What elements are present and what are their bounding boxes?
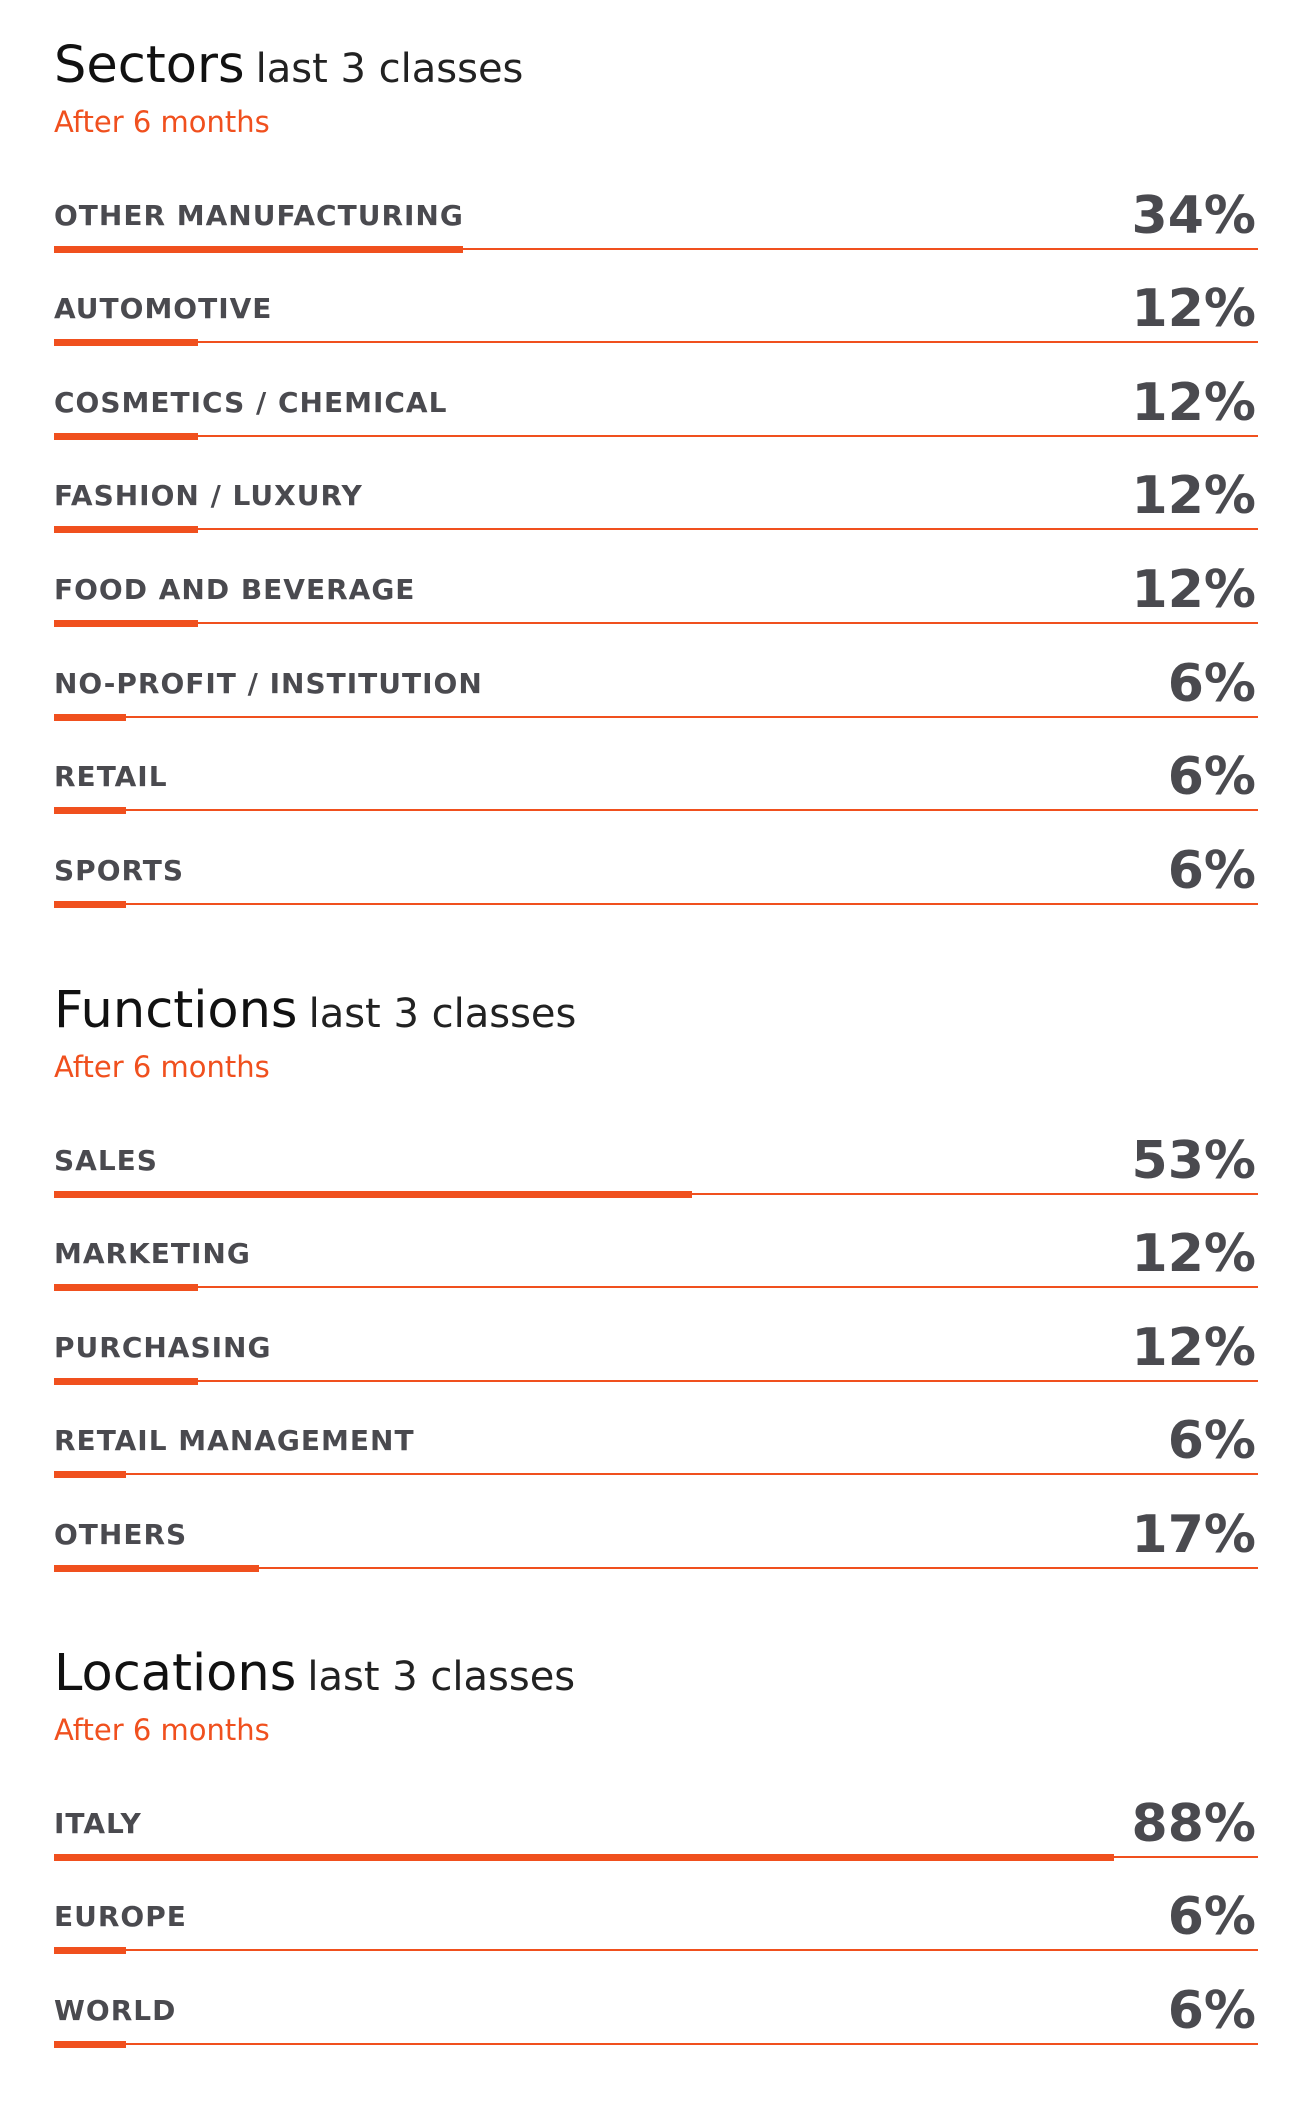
locations-title-sub: last 3 classes: [307, 1654, 576, 1700]
bar-label: SALES: [54, 1143, 158, 1177]
bar-row: PURCHASING 12%: [54, 1288, 1258, 1385]
bar-baseline: [54, 1379, 1258, 1382]
locations-title-main: Locations: [54, 1644, 297, 1703]
bar-row: RETAIL 6%: [54, 718, 1258, 815]
bar-fill: [54, 1190, 693, 1198]
bar-value-label: 6%: [1167, 653, 1256, 714]
bar-label: ITALY: [54, 1806, 142, 1840]
sectors-header: Sectors last 3 classes After 6 months: [54, 40, 1258, 156]
bar-baseline: [54, 1286, 1258, 1289]
bar-label: MARKETING: [54, 1237, 251, 1271]
bar-label: RETAIL: [54, 760, 168, 794]
sectors-title-sub: last 3 classes: [255, 46, 524, 92]
bar-fill: [54, 713, 127, 721]
sectors-title: Sectors last 3 classes: [54, 40, 523, 91]
bar-baseline: [54, 434, 1258, 437]
bar-label: COSMETICS / CHEMICAL: [54, 385, 448, 419]
bar-row: RETAIL MANAGEMENT 6%: [54, 1382, 1258, 1479]
bar-fill: [54, 339, 199, 347]
locations-header: Locations last 3 classes After 6 months: [54, 1648, 1258, 1764]
bar-baseline: [54, 621, 1258, 624]
functions-rows: SALES 53% MARKETING 12% PURCHASING 12% RETAIL …: [54, 1101, 1258, 1572]
bar-fill: [54, 526, 199, 534]
sectors-rows: OTHER MANUFACTURING 34% AUTOMOTIVE 12% COSME…: [54, 156, 1258, 908]
bar-value-label: 17%: [1131, 1504, 1256, 1565]
bar-value-label: 12%: [1131, 466, 1256, 527]
bar-row: OTHERS 17%: [54, 1475, 1258, 1572]
bar-row: ITALY 88%: [54, 1764, 1258, 1861]
locations-rows: ITALY 88% EUROPE 6% WORLD 6%: [54, 1764, 1258, 2048]
bar-baseline: [54, 1949, 1258, 1952]
bar-row: EUROPE 6%: [54, 1858, 1258, 1955]
bar-baseline: [54, 528, 1258, 531]
locations-section: Locations last 3 classes After 6 months …: [54, 1648, 1258, 2048]
locations-note: After 6 months: [54, 1713, 270, 1747]
bar-value-label: 6%: [1167, 840, 1256, 901]
bar-baseline: [54, 715, 1258, 718]
bar-fill: [54, 619, 199, 627]
bar-value-label: 12%: [1131, 1224, 1256, 1285]
bar-baseline: [54, 247, 1258, 250]
bar-label: FASHION / LUXURY: [54, 479, 363, 513]
bar-row: NO-PROFIT / INSTITUTION 6%: [54, 624, 1258, 721]
functions-note: After 6 months: [54, 1050, 270, 1084]
bar-row: SALES 53%: [54, 1101, 1258, 1198]
bar-value-label: 6%: [1167, 1980, 1256, 2041]
bar-label: RETAIL MANAGEMENT: [54, 1424, 415, 1458]
bar-value-label: 12%: [1131, 559, 1256, 620]
bar-label: OTHER MANUFACTURING: [54, 198, 464, 232]
bar-value-label: 53%: [1131, 1130, 1256, 1191]
sectors-note: After 6 months: [54, 105, 270, 139]
bar-label: AUTOMOTIVE: [54, 292, 273, 326]
bar-row: COSMETICS / CHEMICAL 12%: [54, 343, 1258, 440]
bar-fill: [54, 1947, 127, 1955]
bar-fill: [54, 1853, 1114, 1861]
locations-title: Locations last 3 classes: [54, 1648, 575, 1699]
bar-baseline: [54, 1566, 1258, 1569]
bar-fill: [54, 1564, 259, 1572]
sectors-section: Sectors last 3 classes After 6 months OT…: [54, 40, 1258, 908]
bar-label: WORLD: [54, 1993, 177, 2027]
bar-baseline: [54, 341, 1258, 344]
bar-label: OTHERS: [54, 1517, 188, 1551]
bar-fill: [54, 2040, 127, 2048]
bar-label: EUROPE: [54, 1900, 187, 1934]
bar-fill: [54, 807, 127, 815]
bar-fill: [54, 432, 199, 440]
bar-baseline: [54, 1473, 1258, 1476]
bar-value-label: 6%: [1167, 747, 1256, 808]
bar-fill: [54, 1377, 199, 1385]
bar-value-label: 12%: [1131, 279, 1256, 340]
bar-value-label: 6%: [1167, 1411, 1256, 1472]
bar-baseline: [54, 902, 1258, 905]
bar-label: SPORTS: [54, 853, 185, 887]
bar-fill: [54, 900, 127, 908]
bar-fill: [54, 1284, 199, 1292]
bar-value-label: 88%: [1131, 1793, 1256, 1854]
bar-value-label: 6%: [1167, 1887, 1256, 1948]
functions-title-main: Functions: [54, 981, 298, 1040]
bar-row: SPORTS 6%: [54, 811, 1258, 908]
bar-row: WORLD 6%: [54, 1951, 1258, 2048]
bar-row: FOOD AND BEVERAGE 12%: [54, 530, 1258, 627]
bar-fill: [54, 245, 464, 253]
functions-title-sub: last 3 classes: [308, 991, 577, 1037]
sectors-title-main: Sectors: [54, 36, 245, 95]
bar-baseline: [54, 2042, 1258, 2045]
bar-row: MARKETING 12%: [54, 1195, 1258, 1292]
bar-baseline: [54, 809, 1258, 812]
bar-value-label: 12%: [1131, 372, 1256, 433]
functions-header: Functions last 3 classes After 6 months: [54, 985, 1258, 1101]
bar-row: OTHER MANUFACTURING 34%: [54, 156, 1258, 253]
bar-row: AUTOMOTIVE 12%: [54, 250, 1258, 347]
functions-title: Functions last 3 classes: [54, 985, 576, 1036]
functions-section: Functions last 3 classes After 6 months …: [54, 985, 1258, 1572]
bar-label: NO-PROFIT / INSTITUTION: [54, 666, 483, 700]
bar-label: PURCHASING: [54, 1330, 272, 1364]
bar-label: FOOD AND BEVERAGE: [54, 572, 416, 606]
bar-value-label: 12%: [1131, 1317, 1256, 1378]
bar-fill: [54, 1471, 127, 1479]
bar-row: FASHION / LUXURY 12%: [54, 437, 1258, 534]
bar-value-label: 34%: [1131, 185, 1256, 246]
